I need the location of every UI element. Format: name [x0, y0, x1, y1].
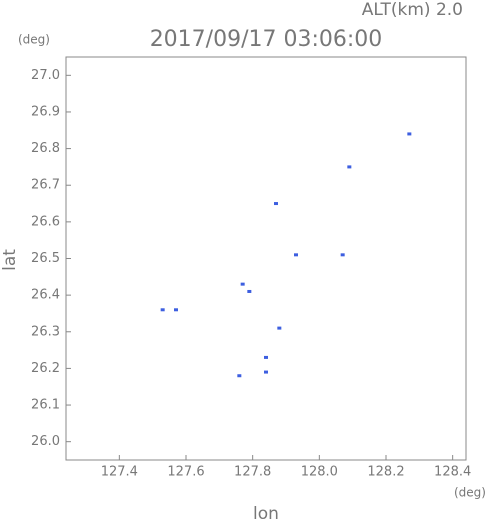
x-tick-label: 127.4 — [101, 465, 138, 480]
echo-point — [340, 253, 345, 257]
echo-point — [264, 355, 268, 359]
x-tick-label: 127.6 — [167, 465, 204, 480]
y-tick-label: 26.3 — [31, 324, 60, 339]
echo-point — [160, 308, 165, 312]
y-tick-label: 26.7 — [31, 178, 60, 193]
chart-title: 2017/09/17 03:06:00 — [150, 27, 383, 52]
y-tick-label: 26.6 — [31, 214, 60, 229]
y-tick-label: 26.2 — [31, 361, 60, 376]
x-tick-label: 128.2 — [367, 465, 404, 480]
y-axis-label: lat — [0, 249, 20, 271]
plot-frame — [65, 56, 467, 461]
y-unit: (deg) — [18, 33, 50, 47]
y-tick-label: 26.8 — [31, 141, 60, 156]
chart-subtitle: ALT(km) 2.0 — [362, 0, 463, 20]
x-tick-label: 128.0 — [301, 465, 338, 480]
echo-point — [277, 326, 282, 330]
echo-point — [294, 253, 298, 257]
echo-point — [347, 165, 352, 169]
y-tick-label: 26.0 — [31, 434, 60, 449]
y-tick-label: 27.0 — [31, 68, 60, 83]
y-tick-label: 26.4 — [31, 288, 60, 303]
y-tick-label: 26.5 — [31, 251, 60, 266]
y-tick-label: 26.1 — [31, 398, 60, 413]
echo-point — [407, 132, 412, 136]
echo-point — [247, 289, 252, 293]
x-axis-label: lon — [253, 504, 279, 521]
x-tick-label: 128.4 — [434, 465, 471, 480]
echo-point — [174, 308, 178, 312]
echo-point — [264, 370, 268, 374]
y-tick-label: 26.9 — [31, 104, 60, 119]
x-unit: (deg) — [454, 486, 486, 500]
echo-point — [240, 282, 245, 286]
x-tick-label: 127.8 — [234, 465, 271, 480]
echo-point — [274, 202, 278, 206]
echo-point — [237, 374, 242, 378]
